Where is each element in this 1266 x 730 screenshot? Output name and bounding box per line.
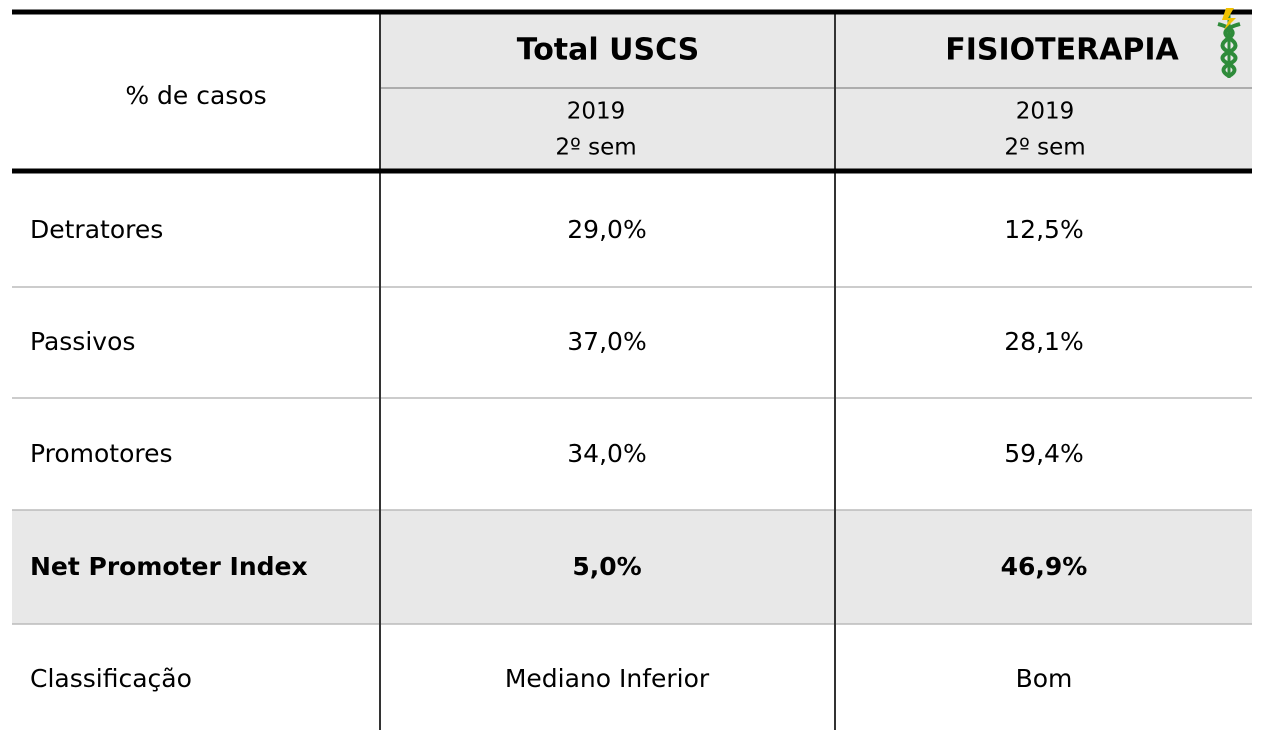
row-label: Detratores	[30, 215, 163, 244]
column-year: 2019	[567, 99, 626, 125]
row-label: Promotores	[30, 439, 173, 468]
cell: Bom	[1016, 664, 1073, 693]
highlight-row-bg	[12, 510, 1252, 624]
header-label: % de casos	[125, 81, 266, 110]
cell: 59,4%	[1004, 439, 1083, 468]
cell: 46,9%	[1001, 552, 1088, 581]
row-label: Passivos	[30, 327, 135, 356]
column-period: 2º sem	[1004, 135, 1085, 161]
cell: Mediano Inferior	[505, 664, 710, 693]
cell: 5,0%	[572, 552, 641, 581]
cell: 29,0%	[567, 215, 646, 244]
row-label: Classificação	[30, 664, 192, 693]
column-title: FISIOTERAPIA	[945, 33, 1179, 68]
header-bg	[380, 12, 1252, 172]
row-label: Net Promoter Index	[30, 552, 308, 581]
cell: 37,0%	[567, 327, 646, 356]
column-title: Total USCS	[517, 33, 700, 68]
caduceus-icon	[1217, 8, 1241, 78]
column-year: 2019	[1016, 99, 1075, 125]
cell: 34,0%	[567, 439, 646, 468]
cell: 28,1%	[1004, 327, 1083, 356]
cell: 12,5%	[1004, 215, 1083, 244]
column-period: 2º sem	[555, 135, 636, 161]
